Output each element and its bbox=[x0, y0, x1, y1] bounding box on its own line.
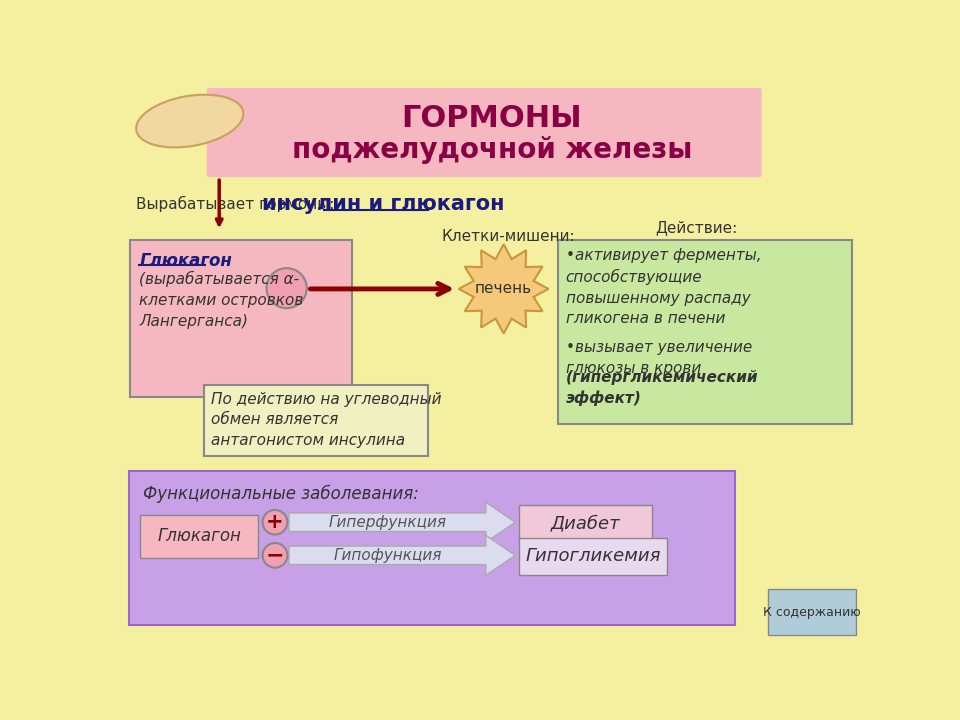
Text: Функциональные заболевания:: Функциональные заболевания: bbox=[143, 485, 420, 503]
Ellipse shape bbox=[136, 95, 243, 148]
Circle shape bbox=[263, 543, 287, 567]
Text: К содержанию: К содержанию bbox=[763, 606, 861, 618]
Text: Действие:: Действие: bbox=[655, 220, 737, 235]
FancyBboxPatch shape bbox=[140, 515, 258, 557]
Text: Гипогликемия: Гипогликемия bbox=[525, 547, 660, 565]
Polygon shape bbox=[289, 502, 516, 542]
Text: ГОРМОНЫ: ГОРМОНЫ bbox=[401, 104, 583, 133]
FancyBboxPatch shape bbox=[204, 385, 427, 456]
Text: По действию на углеводный
обмен является
антагонистом инсулина: По действию на углеводный обмен является… bbox=[211, 392, 442, 448]
Circle shape bbox=[263, 510, 287, 534]
FancyBboxPatch shape bbox=[130, 471, 734, 626]
Text: −: − bbox=[266, 545, 284, 565]
Text: •активирует ферменты,
способствующие
повышенному распаду
гликогена в печени: •активирует ферменты, способствующие пов… bbox=[565, 248, 761, 326]
FancyBboxPatch shape bbox=[206, 88, 761, 177]
Polygon shape bbox=[289, 535, 516, 575]
Text: +: + bbox=[266, 512, 284, 532]
Text: (вырабатывается α-
клетками островков
Лангерганса): (вырабатывается α- клетками островков Ла… bbox=[139, 271, 303, 329]
Text: Клетки-мишени:: Клетки-мишени: bbox=[442, 229, 575, 244]
FancyBboxPatch shape bbox=[768, 589, 856, 634]
Text: инсулин и глюкагон: инсулин и глюкагон bbox=[262, 194, 504, 215]
Circle shape bbox=[267, 268, 307, 308]
Polygon shape bbox=[459, 244, 548, 333]
Text: печень: печень bbox=[475, 282, 532, 297]
Text: Вырабатывает гормоны:: Вырабатывает гормоны: bbox=[135, 196, 339, 212]
FancyBboxPatch shape bbox=[130, 240, 351, 397]
Text: Глюкагон: Глюкагон bbox=[139, 252, 232, 270]
FancyBboxPatch shape bbox=[519, 538, 667, 575]
Text: •вызывает увеличение
глюкозы в крови: •вызывает увеличение глюкозы в крови bbox=[565, 341, 752, 376]
FancyBboxPatch shape bbox=[558, 240, 852, 424]
FancyBboxPatch shape bbox=[519, 505, 652, 541]
Text: Глюкагон: Глюкагон bbox=[157, 527, 241, 545]
Text: (гипергликемический
эффект): (гипергликемический эффект) bbox=[565, 370, 758, 406]
Text: Гиперфункция: Гиперфункция bbox=[328, 515, 446, 530]
Text: Диабет: Диабет bbox=[550, 514, 620, 532]
Text: поджелудочной железы: поджелудочной железы bbox=[292, 135, 692, 163]
Text: Гипофункция: Гипофункция bbox=[333, 548, 442, 563]
